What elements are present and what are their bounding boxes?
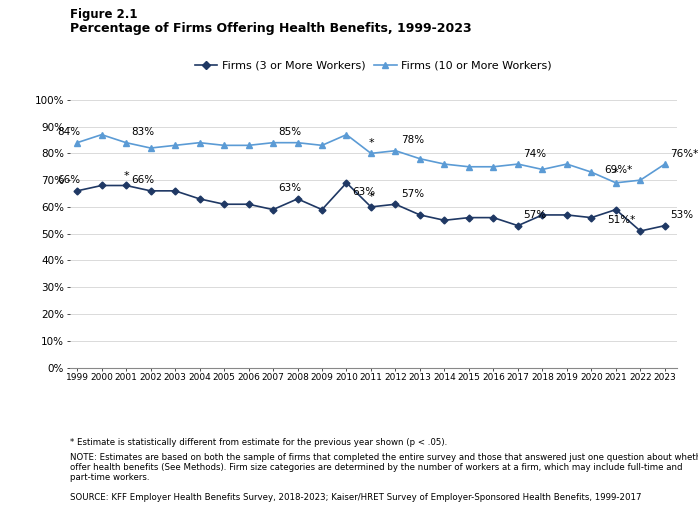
- Text: Figure 2.1: Figure 2.1: [70, 8, 138, 21]
- Text: *: *: [368, 139, 374, 149]
- Text: SOURCE: KFF Employer Health Benefits Survey, 2018-2023; Kaiser/HRET Survey of Em: SOURCE: KFF Employer Health Benefits Sur…: [70, 494, 641, 502]
- Text: Percentage of Firms Offering Health Benefits, 1999-2023: Percentage of Firms Offering Health Bene…: [70, 22, 471, 35]
- Text: *: *: [124, 171, 129, 181]
- Text: *: *: [368, 192, 374, 202]
- Text: 66%: 66%: [131, 175, 154, 185]
- Text: 51%*: 51%*: [607, 215, 635, 225]
- Legend: Firms (3 or More Workers), Firms (10 or More Workers): Firms (3 or More Workers), Firms (10 or …: [191, 56, 556, 75]
- Text: 85%: 85%: [278, 127, 302, 137]
- Text: *: *: [613, 168, 618, 178]
- Text: NOTE: Estimates are based on both the sample of firms that completed the entire : NOTE: Estimates are based on both the sa…: [70, 453, 698, 482]
- Text: 69%*: 69%*: [604, 165, 632, 175]
- Text: 84%: 84%: [58, 127, 81, 137]
- Text: 78%: 78%: [401, 135, 424, 145]
- Text: 53%: 53%: [670, 210, 694, 220]
- Text: 63%: 63%: [278, 183, 302, 193]
- Text: 66%: 66%: [58, 175, 81, 185]
- Text: 63%: 63%: [352, 187, 376, 197]
- Text: * Estimate is statistically different from estimate for the previous year shown : * Estimate is statistically different fr…: [70, 438, 447, 447]
- Text: 57%: 57%: [401, 188, 424, 198]
- Text: 57%: 57%: [524, 210, 547, 220]
- Text: 74%: 74%: [524, 149, 547, 159]
- Text: 83%: 83%: [132, 127, 155, 137]
- Text: 76%*: 76%*: [670, 149, 698, 159]
